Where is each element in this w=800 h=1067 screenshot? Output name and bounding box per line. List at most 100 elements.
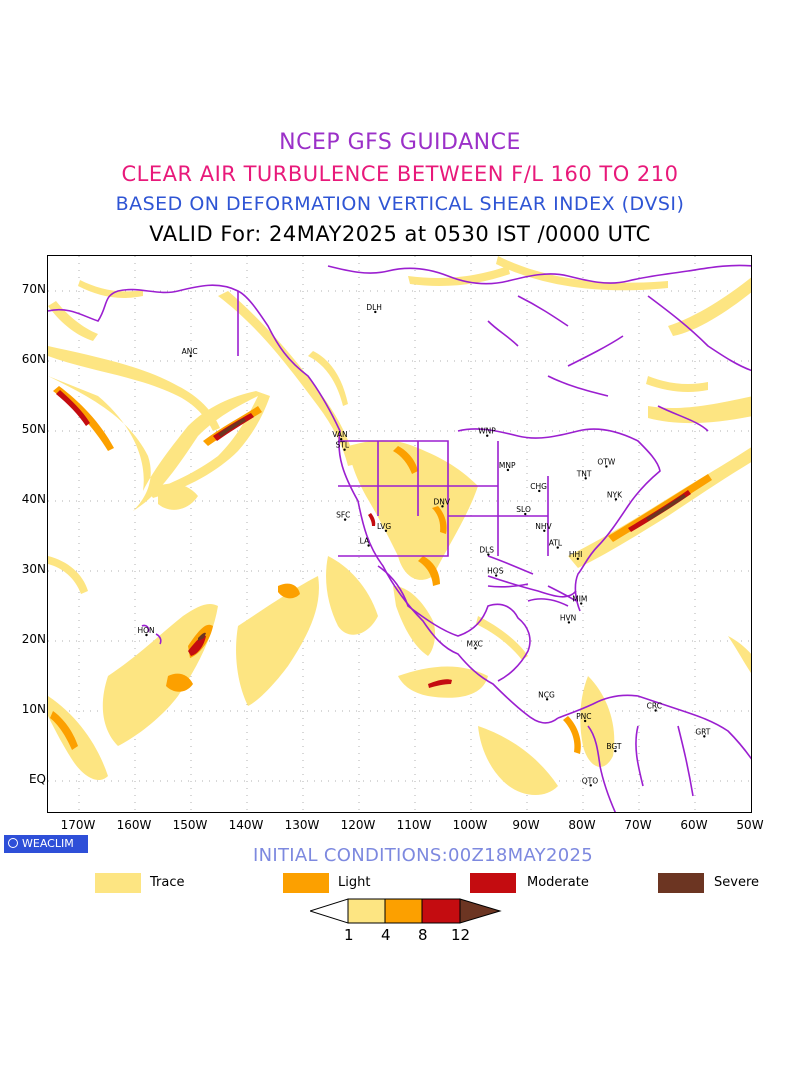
station-label-atl: ATL xyxy=(549,539,563,548)
lon-label-130w: 130W xyxy=(284,818,320,832)
station-label-otw: OTW xyxy=(597,457,615,466)
station-dot-slo xyxy=(524,512,527,516)
station-label-nyk: NYK xyxy=(607,490,623,499)
station-label-van: VAN xyxy=(332,430,347,439)
station-dot-wnp xyxy=(486,434,489,437)
lon-label-90w: 90W xyxy=(512,818,540,832)
station-label-mim: MIM xyxy=(572,595,587,604)
lat-label-30n: 30N xyxy=(21,562,46,576)
lat-label-eq: EQ xyxy=(28,772,46,786)
station-label-la: LA xyxy=(360,536,370,545)
colorbar-bin-moderate xyxy=(421,898,461,924)
lon-label-170w: 170W xyxy=(60,818,96,832)
station-dot-grt xyxy=(703,735,706,738)
station-dot-crc xyxy=(654,709,657,712)
legend-swatch-trace xyxy=(95,873,141,893)
chart-subtitle-turbulence: CLEAR AIR TURBULENCE BETWEEN F/L 160 TO … xyxy=(121,162,679,186)
station-dot-qto xyxy=(589,784,592,787)
station-label-stl: STL xyxy=(336,441,350,450)
station-dot-chg xyxy=(538,489,541,493)
lon-label-100w: 100W xyxy=(452,818,488,832)
colorbar-bin-trace xyxy=(347,898,386,924)
station-dot-atl xyxy=(556,546,559,549)
lon-label-110w: 110W xyxy=(396,818,432,832)
station-label-mnp: MNP xyxy=(499,461,516,470)
colorbar-tick-4: 4 xyxy=(381,926,391,944)
legend-label-severe: Severe xyxy=(714,875,759,890)
colorbar-tick-8: 8 xyxy=(418,926,428,944)
colorbar-bin-light xyxy=(384,898,423,924)
colorbar-tick-1: 1 xyxy=(344,926,354,944)
legend-swatch-moderate xyxy=(470,873,516,893)
station-label-dlh: DLH xyxy=(366,303,382,312)
station-dot-tnt xyxy=(584,477,587,480)
station-dot-hhi xyxy=(576,557,580,560)
lon-label-140w: 140W xyxy=(228,818,264,832)
colorbar-tick-12: 12 xyxy=(451,926,471,944)
station-label-nhv: NHV xyxy=(535,522,552,531)
initial-conditions: INITIAL CONDITIONS:00Z18MAY2025 xyxy=(253,845,593,866)
colorbar xyxy=(310,898,502,924)
valid-time: VALID For: 24MAY2025 at 0530 IST /0000 U… xyxy=(149,222,651,246)
station-dot-anc xyxy=(189,354,192,358)
weaclim-logo: WEACLIM xyxy=(4,835,88,853)
station-dot-dlh xyxy=(374,310,377,314)
station-dot-bgt xyxy=(614,749,617,753)
lat-label-50n: 50N xyxy=(21,422,46,436)
station-label-tnt: TNT xyxy=(576,469,592,478)
legend-label-moderate: Moderate xyxy=(527,875,589,890)
station-dot-mxc xyxy=(474,647,477,650)
station-dot-hos xyxy=(494,574,498,577)
lon-label-80w: 80W xyxy=(568,818,596,832)
station-dot-lvg xyxy=(384,529,388,533)
station-label-hhi: HHI xyxy=(569,550,583,559)
station-label-sfc: SFC xyxy=(336,511,350,520)
coastlines xyxy=(48,264,751,812)
station-label-hvn: HVN xyxy=(560,613,576,622)
legend-swatch-severe xyxy=(658,873,704,893)
legend-label-trace: Trace xyxy=(150,875,185,890)
station-dot-van xyxy=(339,438,343,441)
station-label-slo: SLO xyxy=(516,505,531,514)
colorbar-upper-arrow-severe xyxy=(459,898,502,924)
station-label-dnv: DNV xyxy=(433,497,450,506)
station-dot-hvn xyxy=(567,621,571,624)
station-label-lvg: LVG xyxy=(377,522,391,531)
station-dot-dnv xyxy=(441,505,444,508)
station-dot-pnc xyxy=(583,719,587,723)
station-label-ncg: NCG xyxy=(538,690,555,699)
chart-title: NCEP GFS GUIDANCE xyxy=(279,130,521,155)
station-dot-hon xyxy=(145,633,148,637)
station-dot-otw xyxy=(605,465,608,468)
station-dot-la xyxy=(367,544,370,547)
station-markers: ANC DLH VAN STL WNP MNP CHG TNT OTW NYK DNV SFC LVG L… xyxy=(137,303,711,787)
legend-swatch-light xyxy=(283,873,329,893)
turbulence-trace-areas xyxy=(48,256,751,796)
lat-label-70n: 70N xyxy=(21,282,46,296)
lat-label-60n: 60N xyxy=(21,352,46,366)
lon-label-70w: 70W xyxy=(624,818,652,832)
station-label-mxc: MXC xyxy=(466,639,482,648)
station-label-anc: ANC xyxy=(182,347,198,356)
station-dot-mnp xyxy=(506,468,510,472)
lat-label-40n: 40N xyxy=(21,492,46,506)
lat-label-20n: 20N xyxy=(21,632,46,646)
turbulence-severe-areas xyxy=(198,418,686,641)
station-label-qto: QTO xyxy=(582,776,598,785)
station-label-crc: CRC xyxy=(647,702,662,711)
station-label-pnc: PNC xyxy=(576,712,591,721)
turbulence-map: ANC DLH VAN STL WNP MNP CHG TNT OTW NYK DNV SFC LVG L… xyxy=(47,255,752,813)
station-label-hon: HON xyxy=(137,626,154,635)
chart-subtitle-index: BASED ON DEFORMATION VERTICAL SHEAR INDE… xyxy=(115,193,685,215)
lon-label-60w: 60W xyxy=(680,818,708,832)
lon-label-120w: 120W xyxy=(340,818,376,832)
station-label-dls: DLS xyxy=(479,546,494,555)
colorbar-lower-arrow xyxy=(310,898,349,924)
station-dot-nyk xyxy=(614,498,618,501)
lon-label-150w: 150W xyxy=(172,818,208,832)
station-dot-nhv xyxy=(543,529,546,533)
station-dot-mim xyxy=(580,602,583,605)
station-label-wnp: WNP xyxy=(478,427,496,436)
station-dot-ncg xyxy=(545,698,549,701)
station-dot-dls xyxy=(487,553,490,556)
